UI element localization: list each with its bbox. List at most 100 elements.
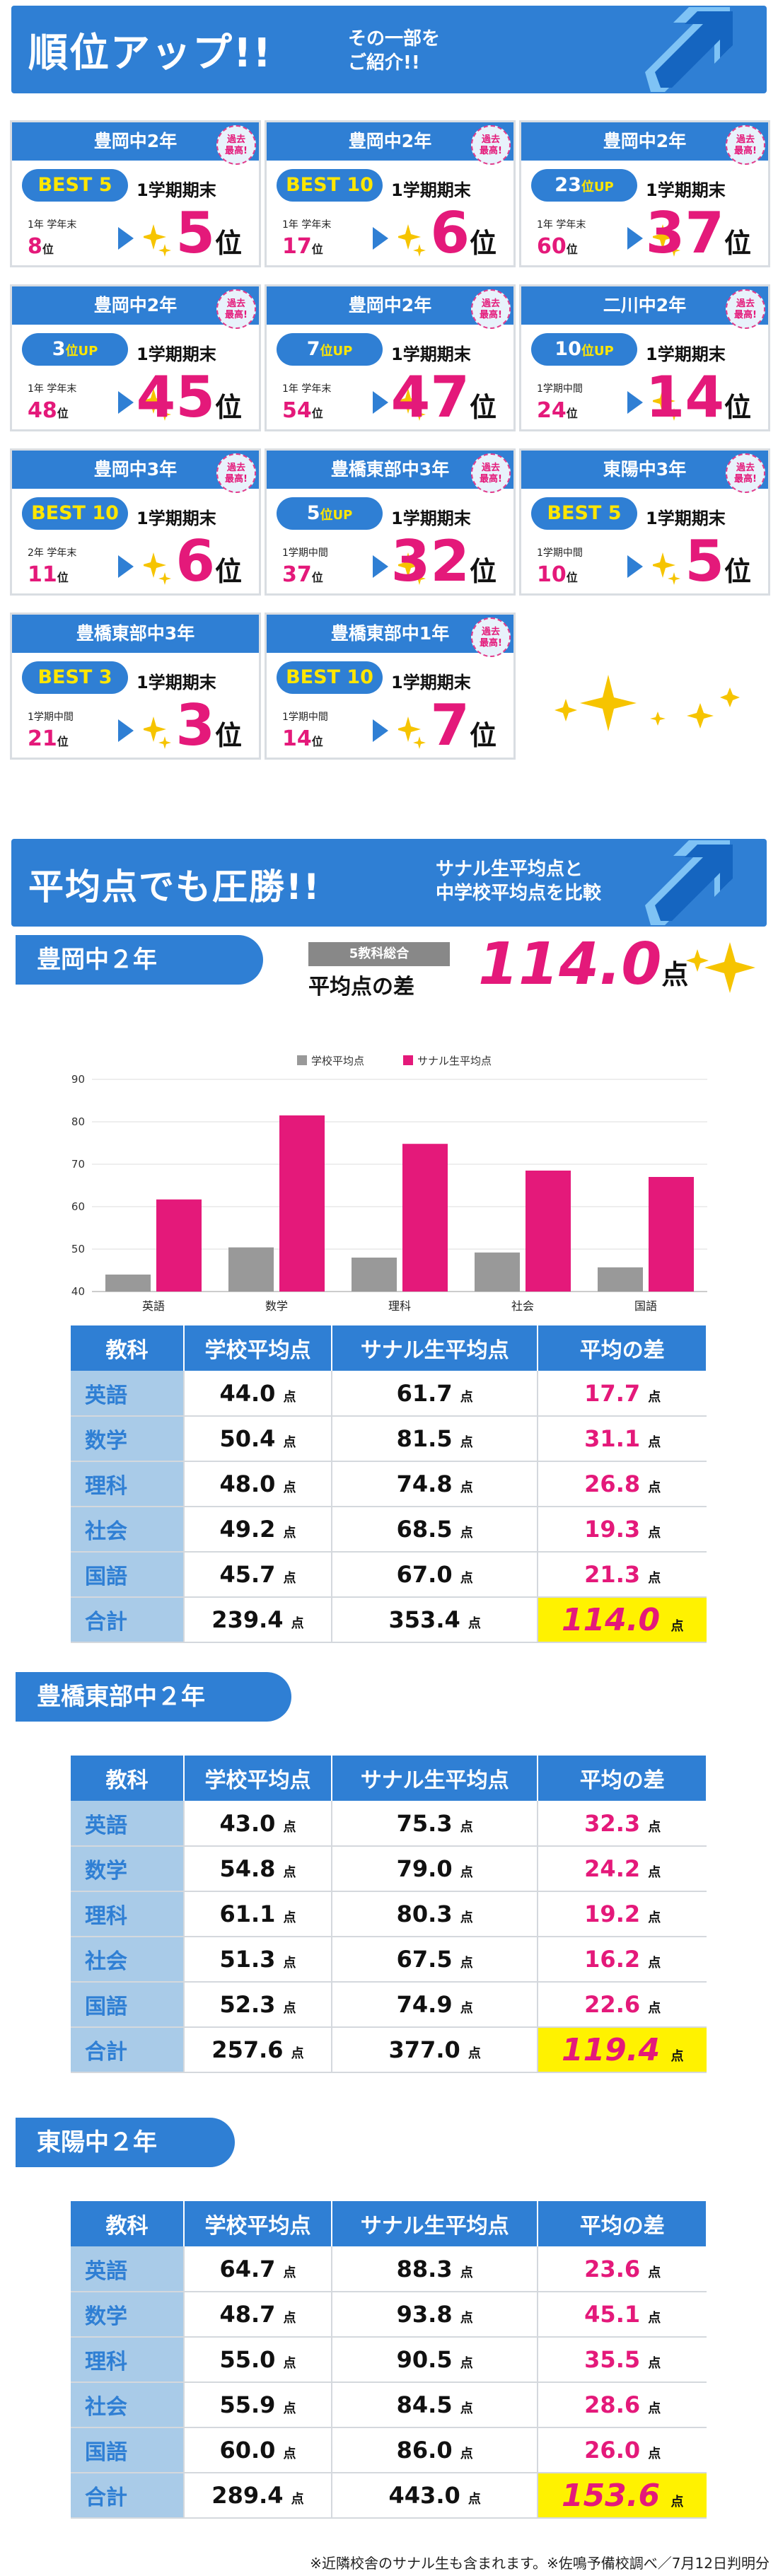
table-row: 合計 289.4 点 443.0 点 153.6 点 — [71, 2473, 707, 2519]
card-prev-label: 1学期中間 — [28, 712, 74, 723]
bar — [352, 1258, 397, 1292]
table-row: 社会 55.9 点 84.5 点 28.6 点 — [71, 2382, 707, 2428]
average-banner-sub-line2: 中学校平均点を比較 — [436, 883, 602, 904]
card-prev-label: 1学期中間 — [282, 547, 328, 559]
table-header-cell: サナル生平均点 — [331, 1756, 539, 1801]
card-new-rank: 47位 — [390, 364, 497, 430]
table-row: 数学 54.8 点 79.0 点 24.2 点 — [71, 1846, 707, 1892]
difference-cell: 19.3 点 — [538, 1507, 707, 1553]
card-new-rank: 6位 — [175, 528, 242, 594]
ranking-card: 豊岡中3年 過去 最高! BEST 10 1学期期末 2年 学年末 11位 6位 — [10, 448, 261, 596]
table-header-cell: 教科 — [71, 1325, 185, 1371]
bar — [475, 1252, 520, 1292]
subject-cell: 英語 — [71, 2246, 185, 2292]
card-prev-rank: 37位 — [282, 562, 323, 587]
sanaru-average-cell: 74.9 点 — [331, 1982, 539, 2028]
arrow-right-icon — [373, 719, 388, 742]
table-header-cell: 平均の差 — [538, 1325, 707, 1371]
table-header-cell: 教科 — [71, 1756, 185, 1801]
subject-cell: 合計 — [71, 1597, 185, 1643]
bar — [402, 1144, 448, 1292]
subject-cell: 英語 — [71, 1801, 185, 1847]
school-average-cell: 48.7 点 — [184, 2292, 332, 2338]
difference-cell: 119.4 点 — [538, 2027, 707, 2073]
card-prev-rank: 21位 — [28, 726, 69, 751]
y-tick-label: 80 — [71, 1115, 85, 1128]
difference-cell: 17.7 点 — [538, 1371, 707, 1417]
legend-label: 学校平均点 — [311, 1055, 364, 1067]
best-badge: BEST 5 — [531, 497, 637, 530]
ranking-banner-sub: その一部を ご紹介!! — [348, 27, 440, 75]
difference-cell: 35.5 点 — [538, 2337, 707, 2383]
difference-cell: 26.0 点 — [538, 2427, 707, 2473]
table-header-cell: 平均の差 — [538, 2201, 707, 2246]
record-best-seal: 過去 最高! — [471, 289, 511, 329]
ranking-card: 豊橋東部中3年 過去 最高! 5位UP 1学期期末 1学期中間 37位 32位 — [265, 448, 516, 596]
sanaru-average-cell: 443.0 点 — [331, 2473, 539, 2519]
summary-label: 5教科総合 — [308, 942, 450, 966]
school-average-cell: 239.4 点 — [184, 1597, 332, 1643]
card-prev-label: 2年 学年末 — [28, 547, 77, 559]
average-banner-title: 平均点でも圧勝!! — [28, 866, 321, 907]
x-tick-label: 社会 — [511, 1299, 534, 1313]
ranking-banner-sub-line2: ご紹介!! — [348, 52, 420, 74]
card-new-rank: 7位 — [430, 692, 497, 758]
difference-cell: 45.1 点 — [538, 2292, 707, 2338]
average-banner-sub: サナル生平均点と 中学校平均点を比較 — [436, 857, 601, 905]
card-prev-label: 1学期中間 — [537, 547, 583, 559]
record-best-seal: 過去 最高! — [216, 125, 256, 165]
card-prev-rank: 17位 — [282, 234, 323, 259]
card-prev-rank: 60位 — [537, 234, 578, 259]
difference-cell: 19.2 点 — [538, 1891, 707, 1937]
y-tick-label: 50 — [71, 1243, 85, 1255]
rank-up-badge: 10位UP — [531, 333, 637, 366]
x-tick-label: 英語 — [142, 1299, 165, 1313]
sparkle-icon — [144, 552, 171, 585]
sanaru-average-cell: 61.7 点 — [331, 1371, 539, 1417]
card-term: 1学期期末 — [391, 180, 471, 200]
card-prev-label: 1年 学年末 — [537, 219, 586, 231]
best-badge: BEST 10 — [277, 169, 383, 202]
arrow-right-icon — [373, 391, 388, 414]
school-average-cell: 60.0 点 — [184, 2427, 332, 2473]
score-table-toyooka: 教科 学校平均点 サナル生平均点 平均の差 英語 44.0 点 61.7 点 17.7 点数学… — [71, 1325, 707, 1643]
card-new-rank: 6位 — [430, 200, 497, 266]
record-best-seal: 過去 最高! — [471, 453, 511, 493]
section-title-toyohashi-tobu: 豊橋東部中２年 — [16, 1672, 291, 1722]
ranking-card: 豊岡中2年 過去 最高! 23位UP 1学期期末 1年 学年末 60位 37位 — [519, 120, 770, 267]
table-row: 理科 48.0 点 74.8 点 26.8 点 — [71, 1461, 707, 1507]
difference-cell: 28.6 点 — [538, 2382, 707, 2428]
ranking-card: 二川中2年 過去 最高! 10位UP 1学期期末 1学期中間 24位 14位 — [519, 284, 770, 431]
subject-cell: 理科 — [71, 1461, 185, 1507]
ranking-card: 豊橋東部中1年 過去 最高! BEST 10 1学期期末 1学期中間 14位 7位 — [265, 613, 516, 760]
subject-cell: 数学 — [71, 1846, 185, 1892]
card-prev-rank: 24位 — [537, 398, 578, 423]
y-tick-label: 40 — [71, 1285, 85, 1298]
difference-cell: 22.6 点 — [538, 1982, 707, 2028]
arrow-right-icon — [118, 391, 134, 414]
subject-cell: 数学 — [71, 2292, 185, 2338]
summary-caption: 平均点の差 — [308, 975, 414, 999]
ranking-card: 豊岡中2年 過去 最高! 3位UP 1学期期末 1年 学年末 48位 45位 — [10, 284, 261, 431]
card-term: 1学期期末 — [137, 344, 216, 364]
school-average-cell: 54.8 点 — [184, 1846, 332, 1892]
sanaru-average-cell: 81.5 点 — [331, 1416, 539, 1462]
sparkle-icon — [144, 388, 171, 421]
school-average-cell: 257.6 点 — [184, 2027, 332, 2073]
table-row: 英語 64.7 点 88.3 点 23.6 点 — [71, 2246, 707, 2292]
summary-value: 114.0点 — [478, 931, 689, 998]
sparkle-icon — [398, 552, 426, 585]
subject-cell: 合計 — [71, 2473, 185, 2519]
arrow-right-icon — [627, 555, 643, 578]
sanaru-average-cell: 67.0 点 — [331, 1552, 539, 1598]
table-header-row: 教科 学校平均点 サナル生平均点 平均の差 — [71, 1756, 707, 1801]
difference-cell: 114.0 点 — [538, 1597, 707, 1643]
table-header-cell: 学校平均点 — [184, 1756, 332, 1801]
table-header-row: 教科 学校平均点 サナル生平均点 平均の差 — [71, 2201, 707, 2246]
rank-up-badge: 3位UP — [22, 333, 128, 366]
arrow-right-icon — [118, 227, 134, 250]
card-school: 豊橋東部中3年 — [12, 615, 259, 653]
y-tick-label: 90 — [71, 1073, 85, 1086]
school-average-cell: 52.3 点 — [184, 1982, 332, 2028]
card-prev-rank: 48位 — [28, 398, 69, 423]
